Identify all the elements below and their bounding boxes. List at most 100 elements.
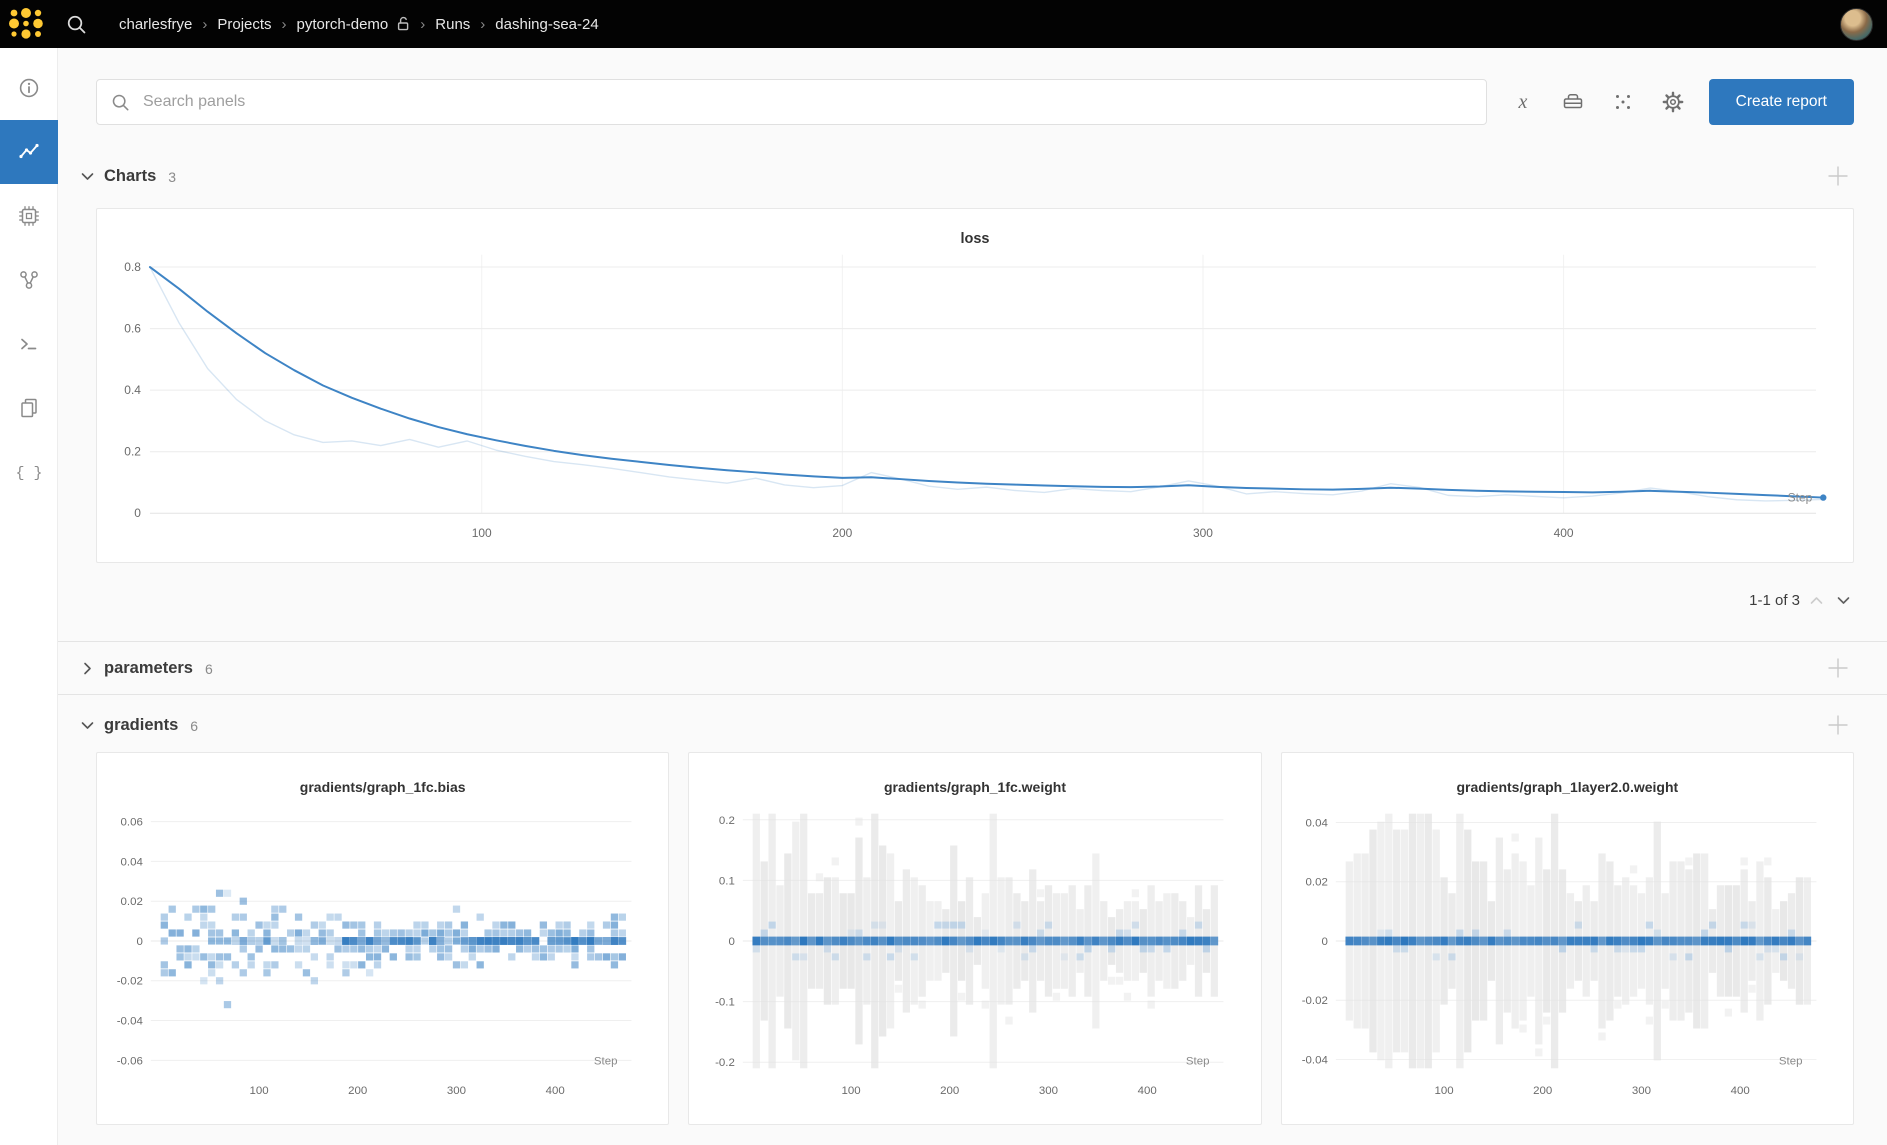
cpu-chip-icon <box>18 206 39 226</box>
svg-text:400: 400 <box>546 1085 565 1097</box>
svg-text:0.04: 0.04 <box>1305 818 1328 830</box>
breadcrumb-project[interactable]: pytorch-demo <box>288 16 420 33</box>
panel-search-input[interactable] <box>141 80 1486 124</box>
svg-text:0: 0 <box>136 936 142 948</box>
move-dots-icon[interactable] <box>1601 80 1645 124</box>
wandb-logo[interactable] <box>0 0 52 48</box>
section-parameters-label: parameters <box>104 658 193 677</box>
svg-text:200: 200 <box>832 526 852 540</box>
svg-text:0: 0 <box>134 506 141 520</box>
gradient-layer2-weight-heatmap[interactable]: 0.04 0.02 0 -0.02 -0.04 100 200 300 400 Step <box>1282 753 1853 1124</box>
svg-text:-0.2: -0.2 <box>715 1057 735 1069</box>
terminal-icon <box>20 338 36 350</box>
svg-text:300: 300 <box>1039 1085 1058 1097</box>
workspace-main: x <box>58 0 1887 1125</box>
section-parameters-count: 6 <box>204 661 213 677</box>
svg-text:0.2: 0.2 <box>719 815 735 827</box>
svg-text:Step: Step <box>1186 1055 1210 1067</box>
svg-text:{ }: { } <box>17 465 41 482</box>
gradient-bias-panel[interactable]: gradients/graph_1fc.bias 0.06 0.04 0.02 0 -0… <box>96 752 670 1125</box>
svg-text:400: 400 <box>1730 1085 1749 1097</box>
svg-text:0.1: 0.1 <box>719 875 735 887</box>
chevron-right-icon[interactable] <box>79 662 95 674</box>
plus-icon <box>1828 715 1848 735</box>
breadcrumb-separator <box>419 16 426 33</box>
plus-icon <box>1828 658 1848 678</box>
create-report-button[interactable]: Create report <box>1708 79 1854 125</box>
section-gradients-count: 6 <box>190 718 199 734</box>
svg-text:0.8: 0.8 <box>124 260 141 274</box>
sidebar-item-overview[interactable] <box>0 56 58 120</box>
pagination-label: 1-1 of 3 <box>1749 591 1800 609</box>
config-braces-icon: { } <box>17 465 41 482</box>
chevron-down-icon[interactable] <box>79 721 95 730</box>
breadcrumb-separator <box>479 16 486 33</box>
gradient-bias-heatmap[interactable]: 0.06 0.04 0.02 0 -0.02 -0.04 -0.06 100 200 300 400… <box>97 753 668 1124</box>
loss-line-chart[interactable]: 0 0.2 0.4 0.6 0.8 100 200 300 400 Step <box>97 209 1853 562</box>
svg-text:0.02: 0.02 <box>1305 877 1327 889</box>
line-chart-icon <box>18 143 39 159</box>
section-charts-header[interactable]: Charts 3 <box>79 161 1854 191</box>
svg-text:-0.04: -0.04 <box>1301 1054 1328 1066</box>
nav-search-button[interactable] <box>56 4 96 44</box>
breadcrumb-project-label: pytorch-demo <box>296 15 389 33</box>
search-icon <box>67 15 85 33</box>
section-charts-count: 3 <box>168 169 177 185</box>
breadcrumb: charlesfrye Projects pytorch-demo Runs d… <box>110 16 608 33</box>
svg-text:0.02: 0.02 <box>121 896 143 908</box>
sidebar-item-config[interactable]: { } <box>0 440 58 504</box>
pagination-next-button[interactable] <box>1833 591 1854 610</box>
export-panels-icon[interactable] <box>1551 80 1595 124</box>
svg-text:Step: Step <box>594 1055 618 1067</box>
gradient-weight-heatmap[interactable]: 0.2 0.1 0 -0.1 -0.2 100 200 300 400 Step <box>689 753 1260 1124</box>
svg-text:-0.1: -0.1 <box>715 997 735 1009</box>
svg-text:300: 300 <box>447 1085 466 1097</box>
search-icon <box>112 94 129 110</box>
model-graph-icon <box>19 271 38 289</box>
section-gradients-header[interactable]: gradients 6 <box>79 710 1854 740</box>
svg-text:0.4: 0.4 <box>124 383 141 397</box>
latex-x-icon[interactable]: x <box>1501 80 1545 124</box>
loss-chart-panel[interactable]: loss 0 0.2 0.4 0.6 0.8 100 200 300 400 Step <box>96 208 1854 563</box>
chevron-up-icon <box>1810 596 1823 604</box>
breadcrumb-run-name[interactable]: dashing-sea-24 <box>495 15 599 33</box>
svg-text:-0.04: -0.04 <box>117 1016 144 1028</box>
gradient-layer2-weight-panel[interactable]: gradients/graph_1layer2.0.weight 0.04 0.0… <box>1280 752 1854 1125</box>
sidebar-item-charts[interactable] <box>0 120 58 184</box>
svg-text:300: 300 <box>1193 526 1213 540</box>
sidebar-item-logs[interactable] <box>0 312 58 376</box>
info-icon <box>19 78 38 98</box>
svg-text:200: 200 <box>348 1085 367 1097</box>
add-panel-button[interactable] <box>1822 709 1854 741</box>
wandb-dots-icon <box>9 8 43 39</box>
svg-text:100: 100 <box>842 1085 861 1097</box>
svg-text:-0.06: -0.06 <box>117 1055 143 1067</box>
toolbar-icons: x <box>1501 80 1695 124</box>
svg-text:-0.02: -0.02 <box>117 976 143 988</box>
sidebar-item-files[interactable] <box>0 376 58 440</box>
sidebar-item-system[interactable] <box>0 184 58 248</box>
breadcrumb-runs[interactable]: Runs <box>435 15 471 33</box>
add-panel-button[interactable] <box>1822 160 1854 192</box>
user-avatar[interactable] <box>1840 7 1873 41</box>
svg-text:400: 400 <box>1554 526 1574 540</box>
pagination-prev-button[interactable] <box>1806 591 1827 610</box>
chevron-down-icon <box>1837 596 1850 604</box>
breadcrumb-projects[interactable]: Projects <box>217 15 272 33</box>
svg-text:x: x <box>1517 91 1527 113</box>
section-gradients-label: gradients <box>104 715 179 734</box>
gradient-weight-panel[interactable]: gradients/graph_1fc.weight 0.2 0.1 0 -0.1 -0… <box>688 752 1262 1125</box>
breadcrumb-separator <box>201 16 208 33</box>
add-panel-button[interactable] <box>1822 652 1854 684</box>
svg-text:100: 100 <box>249 1085 268 1097</box>
svg-text:Step: Step <box>1779 1055 1803 1067</box>
chevron-down-icon[interactable] <box>79 172 95 181</box>
section-parameters-header[interactable]: parameters 6 <box>58 641 1887 695</box>
svg-text:Step: Step <box>1788 491 1813 505</box>
svg-text:0: 0 <box>1321 936 1327 948</box>
sidebar-item-model[interactable] <box>0 248 58 312</box>
panel-search <box>96 79 1487 125</box>
breadcrumb-entity[interactable]: charlesfrye <box>119 15 193 33</box>
settings-gear-icon[interactable] <box>1651 80 1695 124</box>
svg-text:0.2: 0.2 <box>124 445 141 459</box>
